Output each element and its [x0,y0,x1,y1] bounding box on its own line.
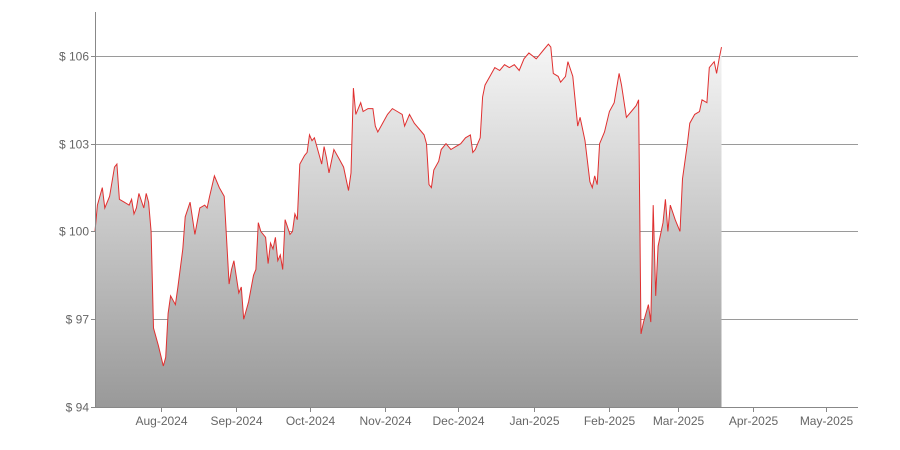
x-tick-label: Mar-2025 [653,414,705,428]
x-tick-label: Oct-2024 [286,414,336,428]
x-tick-label: Feb-2025 [584,414,636,428]
x-tick-label: May-2025 [800,414,854,428]
x-tick-label: Dec-2024 [432,414,484,428]
price-area-fill [95,44,722,407]
x-tick-label: Aug-2024 [135,414,187,428]
y-tick-label: $ 103 [59,138,89,152]
y-tick-label: $ 106 [59,50,89,64]
y-tick-label: $ 100 [59,225,89,239]
y-tick-label: $ 94 [66,401,90,415]
price-line [94,43,722,367]
x-tick-label: Nov-2024 [359,414,411,428]
x-tick-label: Apr-2025 [729,414,779,428]
x-tick-label: Jan-2025 [509,414,559,428]
x-tick-label: Sep-2024 [210,414,262,428]
axis-layer: $ 94 $ 97 $ 100 $ 103 $ 106 Aug-2024 Sep-2024 O… [59,12,858,428]
y-tick-label: $ 97 [66,313,90,327]
